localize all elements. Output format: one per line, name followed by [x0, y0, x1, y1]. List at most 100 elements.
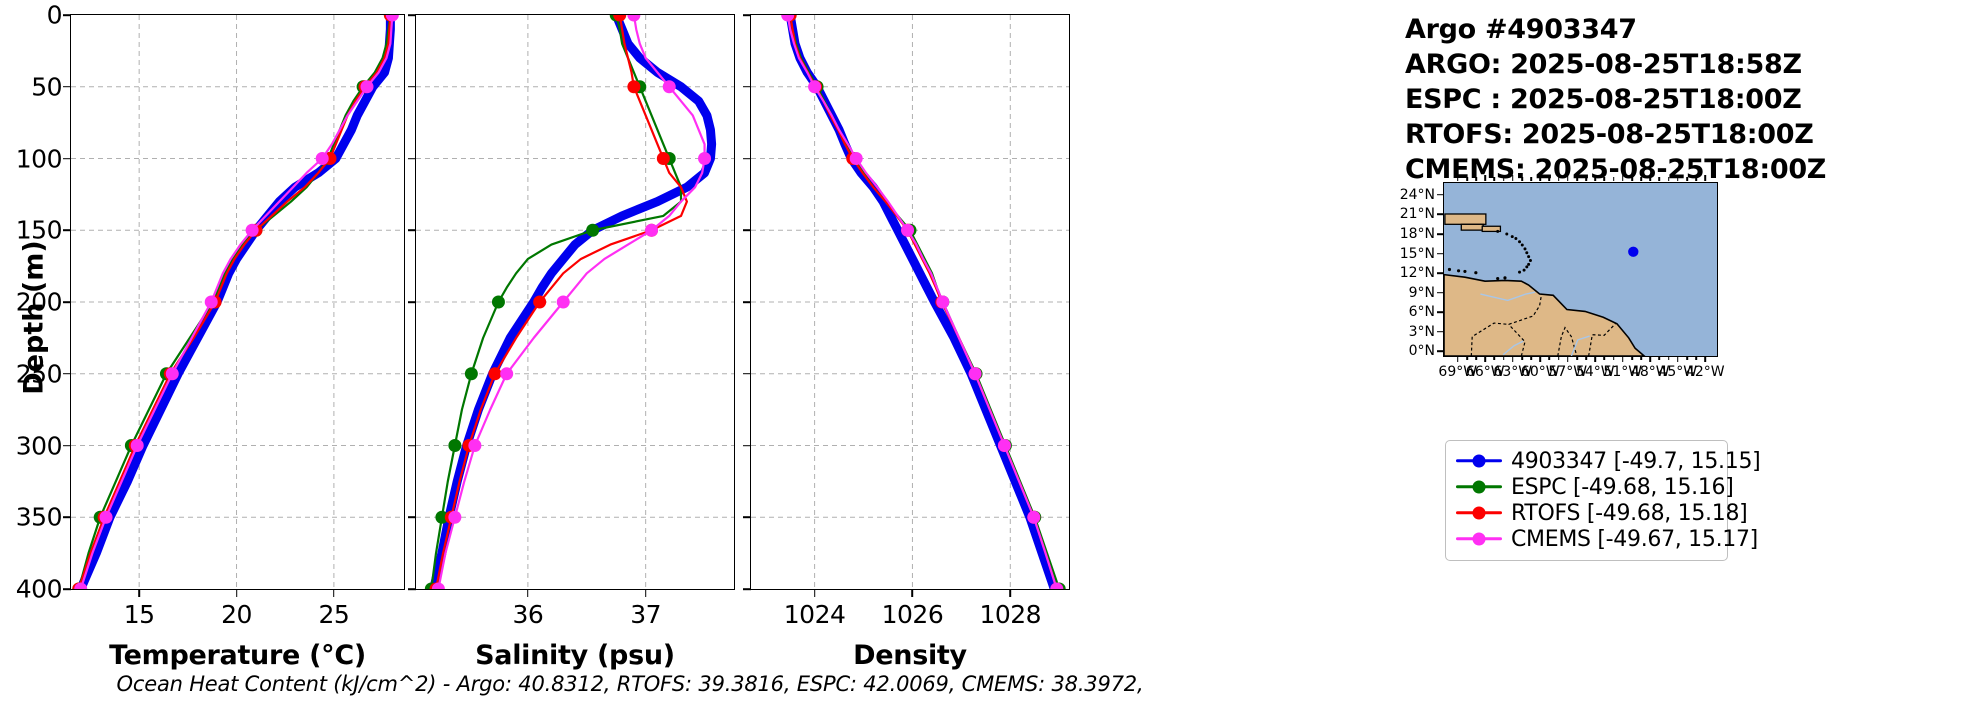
- x-tick-label: 1028: [979, 600, 1042, 629]
- depth-tick-label: 350: [15, 502, 63, 532]
- depth-tick-label: 50: [31, 72, 62, 102]
- depth-tick-label: 300: [15, 431, 63, 460]
- depth-tick-mark: [408, 157, 416, 160]
- map-lon-label: 57°W: [1548, 364, 1588, 380]
- temperature-plot-canvas: [71, 15, 404, 589]
- legend-dot-icon: [1472, 532, 1486, 546]
- map-lon-minor-tick: [1521, 356, 1523, 360]
- x-tick-label: 1024: [783, 600, 846, 629]
- depth-tick-mark: [408, 444, 416, 447]
- temperature-plot-panel: 0 50 100 150 200 250 300 350 400 15 20 25: [16, 1, 405, 629]
- depth-tick-mark: [408, 85, 416, 88]
- density-plot-panel: 1024 1026 1028: [743, 14, 1070, 629]
- x-tick-mark: [527, 589, 529, 597]
- map-lon-minor-tick: [1502, 356, 1505, 360]
- map-lon-minor-tick: [1530, 356, 1532, 360]
- map-lon-minor-tick-top: [1521, 177, 1523, 181]
- map-lon-minor-tick-top: [1475, 177, 1477, 181]
- depth-tick-mark: [408, 372, 416, 375]
- legend-item-rtofs[interactable]: RTOFS [-49.68, 15.18]: [1456, 500, 1748, 526]
- map-lon-minor-tick: [1667, 356, 1670, 360]
- legend-item-espc[interactable]: ESPC [-49.68, 15.16]: [1456, 474, 1734, 500]
- map-lat-tick-mark: [1437, 311, 1444, 314]
- legend-dot-icon: [1472, 454, 1486, 468]
- depth-tick-mark: [743, 372, 751, 375]
- map-lon-tick-mark: [1649, 356, 1652, 362]
- x-tick-label: 37: [630, 600, 662, 629]
- depth-tick-mark: [743, 444, 751, 447]
- map-lat-label: 0°N: [1408, 343, 1435, 360]
- map-lon-minor-tick: [1548, 356, 1551, 360]
- map-lat-tick-mark: [1437, 193, 1444, 196]
- depth-tick-mark: [743, 301, 751, 303]
- depth-tick-mark: [63, 229, 71, 232]
- legend-item-argo[interactable]: 4903347 [-49.7, 15.15]: [1456, 448, 1761, 474]
- salinity-axis-label: Salinity (psu): [475, 640, 675, 671]
- depth-tick-mark: [408, 229, 416, 232]
- legend-item-cmems[interactable]: CMEMS [-49.67, 15.17]: [1456, 526, 1758, 552]
- map-lon-tick-mark: [1676, 356, 1679, 362]
- x-tick-label: 20: [221, 600, 252, 629]
- depth-tick-mark: [63, 444, 71, 447]
- map-lon-tick-mark: [1484, 356, 1487, 362]
- depth-tick-mark: [63, 588, 71, 590]
- map-lon-label: 42°W: [1685, 364, 1725, 380]
- legend-swatch-cmems: [1456, 531, 1502, 547]
- location-map[interactable]: 24°N 21°N 18°N 15°N 12°N 9°N 6°N 3°N 0°N 69°W 66°W…: [1400, 175, 1725, 380]
- depth-tick-label: 400: [15, 574, 63, 604]
- x-tick-label: 25: [318, 600, 350, 629]
- map-lon-tick-mark: [1594, 356, 1597, 362]
- map-lat-tick-mark: [1437, 252, 1444, 255]
- depth-tick-mark: [743, 85, 751, 88]
- x-tick-mark: [138, 589, 140, 597]
- map-lon-minor-tick: [1640, 356, 1642, 360]
- map-lon-minor-tick: [1466, 356, 1468, 360]
- legend-label: CMEMS [-49.67, 15.17]: [1511, 526, 1758, 552]
- map-lon-label: 51°W: [1603, 364, 1643, 380]
- map-lon-tick-top: [1676, 175, 1679, 181]
- map-lon-label: 66°W: [1465, 364, 1505, 380]
- map-lon-tick-top: [1456, 175, 1459, 181]
- depth-tick-mark: [743, 157, 751, 160]
- map-lon-minor-tick-top: [1493, 177, 1496, 181]
- x-tick-label: 15: [123, 600, 155, 629]
- depth-tick-mark: [743, 229, 751, 232]
- depth-tick-mark: [63, 157, 71, 160]
- map-lon-minor-tick: [1603, 356, 1606, 360]
- depth-tick-mark: [743, 588, 751, 590]
- depth-tick-mark: [408, 14, 416, 16]
- map-lon-minor-tick: [1576, 356, 1578, 360]
- map-lon-label: 60°W: [1520, 364, 1560, 380]
- map-lon-minor-tick-top: [1557, 177, 1560, 181]
- map-lon-tick-mark: [1621, 356, 1624, 362]
- map-lat-tick-mark: [1437, 272, 1444, 274]
- map-lon-tick-mark: [1511, 356, 1514, 362]
- map-lon-tick-top: [1704, 175, 1707, 181]
- map-lon-tick-top: [1621, 175, 1624, 181]
- legend-swatch-espc: [1456, 479, 1502, 495]
- legend-dot-icon: [1472, 480, 1486, 494]
- depth-tick-label: 150: [15, 215, 63, 245]
- x-tick-mark: [911, 589, 914, 597]
- legend-swatch-rtofs: [1456, 505, 1502, 521]
- map-lon-tick-mark: [1704, 356, 1707, 362]
- salinity-plot-panel: 36 37: [408, 14, 735, 629]
- map-lon-minor-tick-top: [1466, 177, 1468, 181]
- map-lon-minor-tick-top: [1612, 177, 1615, 181]
- map-lon-tick-top: [1594, 175, 1597, 181]
- map-lon-label: 48°W: [1630, 364, 1670, 380]
- legend-label: 4903347 [-49.7, 15.15]: [1511, 448, 1761, 474]
- map-lon-minor-tick: [1631, 356, 1633, 360]
- depth-tick-label: 0: [46, 0, 63, 30]
- depth-axis-label: Depth (m): [18, 240, 50, 395]
- map-lon-minor-tick: [1493, 356, 1496, 360]
- map-lon-minor-tick-top: [1695, 177, 1697, 181]
- density-plot-canvas: [751, 15, 1069, 589]
- map-lat-label: 15°N: [1399, 245, 1435, 262]
- map-lon-minor-tick-top: [1502, 177, 1505, 181]
- legend-label: ESPC [-49.68, 15.16]: [1511, 474, 1734, 500]
- map-lon-tick-top: [1539, 175, 1542, 181]
- x-tick-mark: [644, 589, 647, 597]
- x-tick-label: 36: [512, 600, 544, 629]
- map-lon-label: 69°W: [1438, 364, 1478, 380]
